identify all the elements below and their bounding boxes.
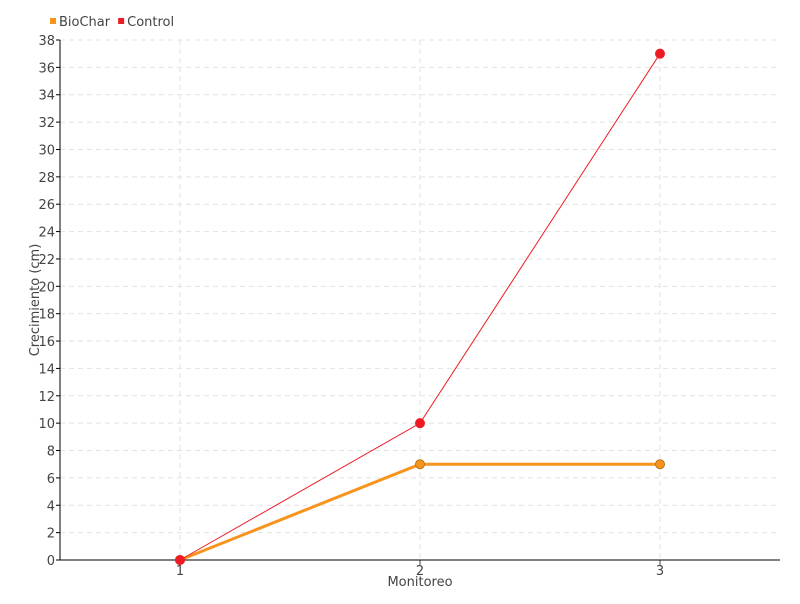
x-tick-label: 1 <box>176 564 184 579</box>
y-tick-label: 16 <box>38 335 55 350</box>
y-tick-label: 8 <box>47 445 55 460</box>
y-tick-label: 36 <box>38 61 55 76</box>
series-layer <box>175 48 665 565</box>
y-tick-label: 28 <box>38 171 55 186</box>
y-tick-label: 38 <box>38 34 55 49</box>
y-tick-label: 18 <box>38 308 55 323</box>
grid <box>60 39 780 560</box>
legend-swatch-control <box>118 18 125 24</box>
y-tick-label: 0 <box>47 554 55 569</box>
y-tick-label: 34 <box>38 89 55 104</box>
y-tick-label: 6 <box>47 472 55 487</box>
y-tick-label: 30 <box>38 143 55 158</box>
y-tick-label: 22 <box>38 253 55 268</box>
y-axis-label: Crecimiento (cm) <box>28 244 43 357</box>
y-tick-label: 26 <box>38 198 55 213</box>
y-tick-label: 2 <box>47 527 55 542</box>
y-tick-label: 20 <box>38 280 55 295</box>
y-tick-label: 10 <box>38 417 55 432</box>
data-point-control <box>415 418 425 429</box>
y-tick-label: 24 <box>38 226 55 241</box>
x-axis-label: Monitoreo <box>387 575 452 590</box>
legend: BioChar Control <box>50 15 174 30</box>
data-point-biochar <box>415 459 425 470</box>
x-tick-label: 2 <box>416 564 424 579</box>
legend-swatch-biochar <box>50 18 56 24</box>
y-tick-label: 32 <box>38 116 55 131</box>
data-point-control <box>655 48 665 59</box>
legend-label-control: Control <box>127 15 174 30</box>
legend-label-biochar: BioChar <box>59 15 111 30</box>
data-point-biochar <box>655 459 665 470</box>
y-tick-label: 4 <box>47 499 55 514</box>
data-point-control <box>175 555 185 565</box>
x-tick-label: 3 <box>656 564 664 579</box>
y-tick-label: 14 <box>38 362 55 377</box>
y-tick-label: 12 <box>38 390 55 405</box>
